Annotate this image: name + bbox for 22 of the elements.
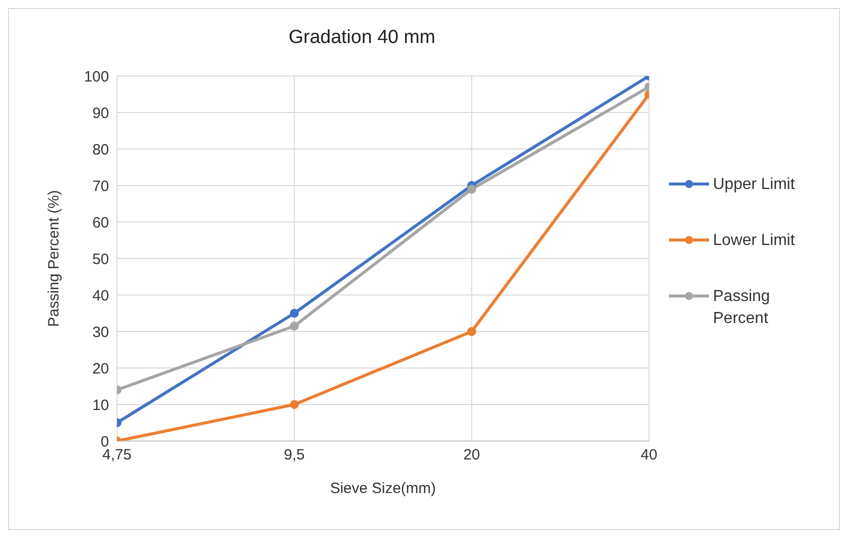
y-tick-label: 30	[92, 324, 109, 341]
y-axis-title: Passing Percent (%)	[45, 190, 62, 327]
point	[290, 400, 299, 409]
x-axis-title: Sieve Size(mm)	[330, 480, 436, 497]
x-tick-label: 9,5	[284, 446, 305, 464]
y-tick-label: 10	[92, 396, 109, 414]
legend-label: Lower Limit	[713, 231, 796, 251]
point	[467, 327, 476, 336]
y-tick-label: 40	[92, 287, 109, 304]
y-tick-label: 90	[92, 104, 109, 122]
y-tick-label: 100	[84, 68, 109, 86]
y-tick-label: 80	[92, 141, 109, 158]
y-tick-label: 50	[92, 250, 109, 268]
legend-label: Passing Percent	[713, 287, 771, 329]
x-tick-label: 40	[640, 446, 658, 464]
x-tick-label: 20	[463, 446, 480, 464]
legend-label: Upper Limit	[713, 175, 796, 195]
y-tick-label: 60	[92, 214, 109, 232]
point	[290, 308, 299, 318]
chart-title: Gradation 40 mm	[288, 27, 436, 49]
y-tick-label: 20	[92, 360, 109, 378]
y-tick-label: 70	[92, 178, 109, 195]
